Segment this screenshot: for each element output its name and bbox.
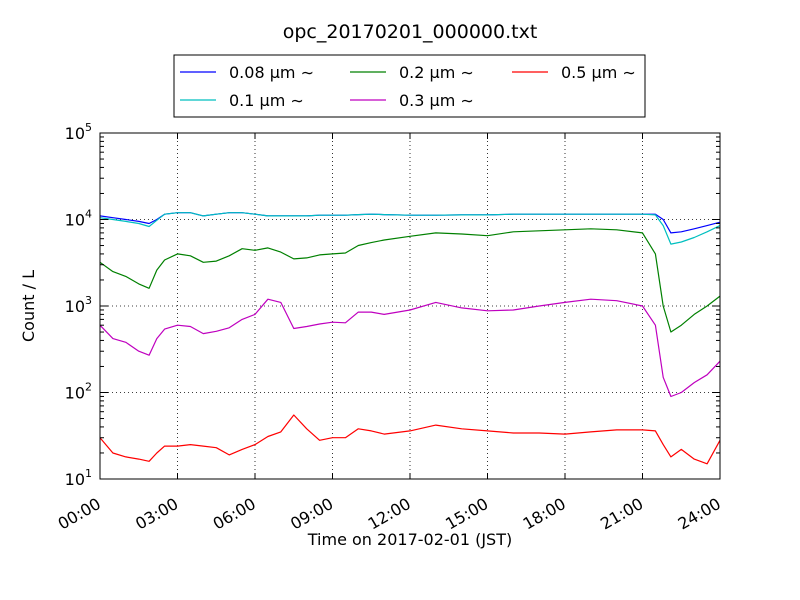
y-tick-label: 103 — [65, 294, 92, 316]
x-tick-label: 03:00 — [132, 494, 181, 534]
series-line-3 — [99, 298, 721, 398]
y-axis: 101 102 103 104 105 — [65, 121, 720, 489]
y-tick-label: 101 — [65, 467, 92, 489]
x-axis: 00:00 03:00 06:00 09:00 12:00 15:00 18:00 21:00… — [55, 133, 724, 534]
legend-entry: 0.1 μm ∼ — [229, 91, 304, 110]
y-tick-label: 104 — [65, 208, 92, 230]
legend-box — [173, 54, 646, 118]
y-axis-label: Count / L — [19, 270, 38, 342]
x-tick-label: 18:00 — [520, 494, 569, 534]
x-axis-label: Time on 2017-02-01 (JST) — [307, 530, 512, 549]
x-tick-label: 00:00 — [55, 494, 104, 534]
legend-entry: 0.5 μm ∼ — [561, 63, 636, 82]
x-tick-label: 21:00 — [597, 494, 646, 534]
x-tick-label: 09:00 — [287, 494, 336, 534]
x-tick-label: 24:00 — [675, 494, 724, 534]
legend-entry: 0.2 μm ∼ — [399, 63, 474, 82]
legend-entry: 0.3 μm ∼ — [399, 91, 474, 110]
legend: 0.08 μm ∼ 0.1 μm ∼ 0.2 μm ∼ 0.3 μm ∼ 0.5 μm … — [173, 54, 646, 118]
x-tick-label: 15:00 — [442, 494, 491, 534]
y-tick-label: 102 — [65, 381, 92, 403]
x-tick-label: 12:00 — [365, 494, 414, 534]
series-lines — [99, 212, 721, 465]
x-tick-label: 06:00 — [210, 494, 259, 534]
y-tick-label: 105 — [65, 121, 92, 143]
legend-entry: 0.08 μm ∼ — [229, 63, 314, 82]
grid — [100, 133, 720, 479]
chart-title: opc_20170201_000000.txt — [283, 21, 538, 43]
series-line-4 — [99, 414, 721, 465]
series-line-1 — [99, 212, 721, 245]
series-line-2 — [99, 228, 721, 333]
